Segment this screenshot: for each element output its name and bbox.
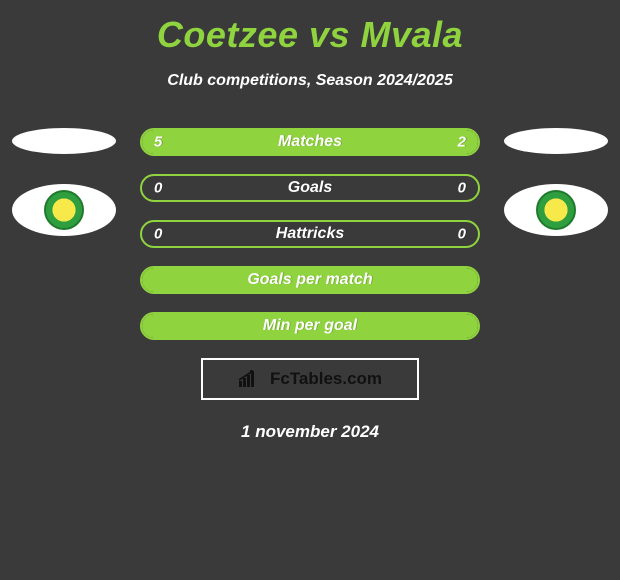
stat-bar-hattricks: 0 Hattricks 0 (140, 220, 480, 248)
stat-value-left: 0 (154, 226, 162, 243)
right-side-column (500, 128, 612, 236)
bar-chart-icon (238, 369, 264, 389)
left-side-column (8, 128, 120, 236)
stat-value-right: 0 (458, 226, 466, 243)
stat-bar-goals: 0 Goals 0 (140, 174, 480, 202)
fctables-label: FcTables.com (270, 369, 382, 389)
stat-label: Goals per match (247, 271, 372, 289)
stat-bar-min-per-goal: Min per goal (140, 312, 480, 340)
player-right-avatar (504, 128, 608, 154)
stat-label: Matches (278, 133, 342, 151)
club-left-badge (12, 184, 116, 236)
stat-bar-matches: 5 Matches 2 (140, 128, 480, 156)
stat-value-left: 5 (154, 134, 162, 151)
stat-label: Goals (288, 179, 332, 197)
content-row: 5 Matches 2 0 Goals 0 0 Hattricks 0 Goal… (0, 128, 620, 340)
stat-bars-column: 5 Matches 2 0 Goals 0 0 Hattricks 0 Goal… (120, 128, 500, 340)
fctables-branding: FcTables.com (201, 358, 419, 400)
footer-date: 1 november 2024 (0, 422, 620, 442)
player-left-avatar (12, 128, 116, 154)
stat-value-left: 0 (154, 180, 162, 197)
stat-bar-fill-left (142, 130, 382, 154)
stat-label: Min per goal (263, 317, 357, 335)
comparison-title: Coetzee vs Mvala (0, 0, 620, 56)
club-right-logo-icon (536, 190, 576, 230)
comparison-subtitle: Club competitions, Season 2024/2025 (0, 72, 620, 90)
stat-value-right: 0 (458, 180, 466, 197)
stat-label: Hattricks (276, 225, 344, 243)
stat-bar-goals-per-match: Goals per match (140, 266, 480, 294)
club-right-badge (504, 184, 608, 236)
stat-value-right: 2 (458, 134, 466, 151)
club-left-logo-icon (44, 190, 84, 230)
